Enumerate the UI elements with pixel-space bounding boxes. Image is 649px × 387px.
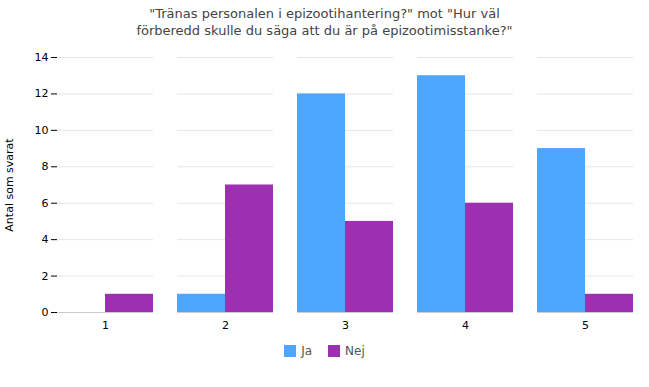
svg-text:10: 10 [35, 124, 49, 137]
svg-text:2: 2 [42, 269, 49, 282]
svg-text:Antal som svarat: Antal som svarat [3, 137, 16, 231]
svg-text:8: 8 [42, 160, 49, 173]
svg-text:14: 14 [35, 51, 49, 64]
svg-text:1: 1 [102, 319, 109, 332]
svg-text:3: 3 [342, 319, 349, 332]
html-text:Ja: Ja [301, 343, 313, 358]
svg-text:5: 5 [582, 319, 589, 332]
svg-text:12: 12 [35, 87, 49, 100]
svg-text:4: 4 [462, 319, 469, 332]
svg-text:6: 6 [42, 197, 49, 210]
svg-text:4: 4 [42, 233, 49, 246]
html-text:Nej: Nej [345, 343, 365, 358]
svg-text:0: 0 [42, 306, 49, 319]
svg-text:2: 2 [222, 319, 229, 332]
html-text:"Tränas personalen i epizootih: "Tränas personalen i epizootihantering?"… [136, 6, 513, 38]
